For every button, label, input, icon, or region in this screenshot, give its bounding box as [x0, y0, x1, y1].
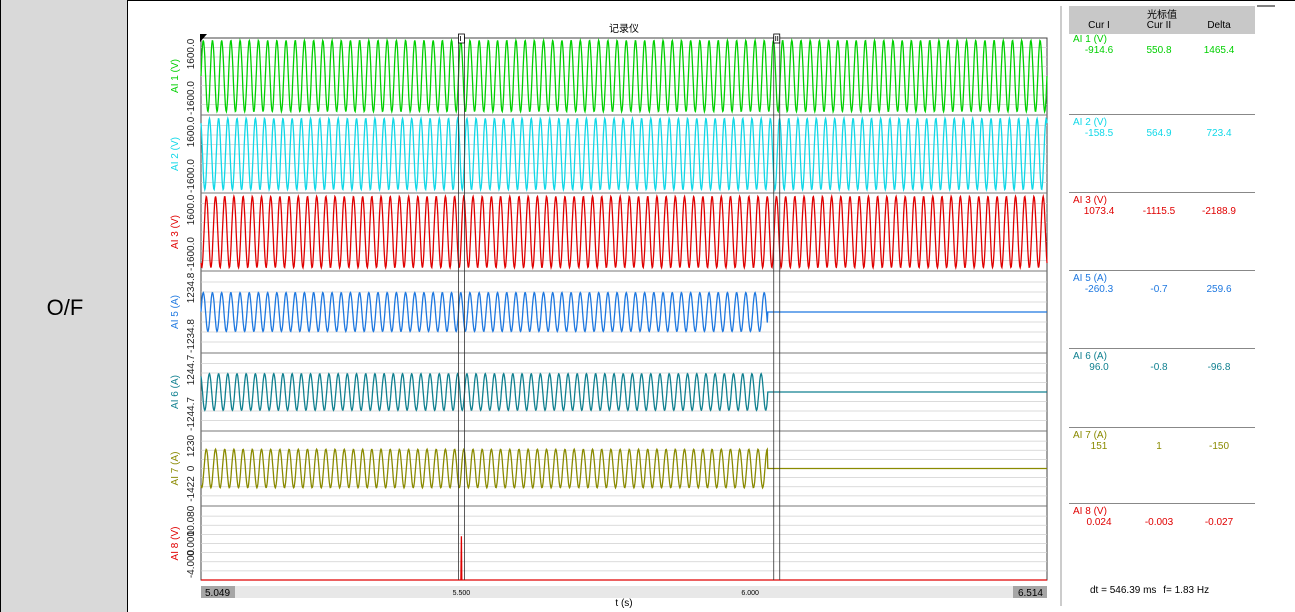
row-separator	[1069, 427, 1255, 428]
cursor-row-cur1: 1073.4	[1083, 206, 1115, 217]
series-label: AI 6 (A)	[170, 375, 181, 409]
top-border	[128, 0, 1295, 1]
y-tick-label: -1600.0	[186, 81, 197, 115]
y-tick-label: 1600.0	[186, 194, 197, 225]
y-tick-label: 0	[186, 465, 197, 471]
row-separator	[1069, 192, 1255, 193]
cursor-row-cur1: 151	[1090, 441, 1108, 452]
cursor-panel-header: 光标值 Cur I Cur II Delta	[1069, 6, 1255, 34]
row-separator	[1069, 348, 1255, 349]
cursor-row-name: AI 2 (V)	[1073, 117, 1107, 128]
series-label: AI 1 (V)	[170, 59, 181, 93]
y-tick-label: 1230	[186, 434, 197, 457]
cursor-row-name: AI 7 (A)	[1073, 430, 1107, 441]
cursor-2-handle[interactable]	[773, 33, 781, 44]
cursor-row-cur2: -0.003	[1144, 517, 1174, 528]
cursor-row-cur1: -914.6	[1084, 45, 1114, 56]
y-tick-label: -1600.0	[186, 159, 197, 193]
x-start-label: 5.049	[205, 588, 230, 599]
series-line	[200, 37, 1048, 115]
x-axis-label: t (s)	[615, 598, 632, 609]
cursor-row-delta: -150	[1208, 441, 1229, 452]
frequency-readout: f= 1.83 Hz	[1163, 585, 1210, 596]
cursor-row-cur1: -260.3	[1084, 284, 1114, 295]
y-tick-label: -4.000	[186, 549, 197, 578]
cursor-row-cur2: -0.7	[1150, 284, 1168, 295]
cursor-row-name: AI 3 (V)	[1073, 195, 1107, 206]
cursor-panel: 光标值 Cur I Cur II Delta AI 1 (V) -914.6 550…	[1069, 6, 1255, 606]
x-tick-label: 5.500	[453, 590, 471, 597]
side-label: O/F	[46, 295, 84, 320]
cursor-panel-title: 光标值	[1147, 10, 1177, 21]
y-tick-label: -1422	[186, 476, 197, 502]
cursor-row-cur2: 564.9	[1146, 128, 1172, 139]
cursor-row-name: AI 1 (V)	[1073, 34, 1107, 45]
series-line	[200, 291, 1047, 333]
y-tick-label: -1244.7	[186, 397, 197, 431]
cursor-row-cur2: -1115.5	[1142, 206, 1176, 217]
start-marker-icon	[200, 34, 207, 42]
cursor-row-cur1: -158.5	[1084, 128, 1114, 139]
series-line	[200, 115, 1048, 193]
cursor-row-delta: -0.027	[1204, 517, 1234, 528]
dt-readout: dt = 546.39 ms	[1090, 585, 1157, 596]
series-label: AI 2 (V)	[170, 137, 181, 171]
left-label-cell: O/F	[0, 0, 128, 612]
column-cur2: Cur II	[1146, 20, 1172, 31]
y-tick-label: 1244.7	[186, 354, 197, 385]
x-axis-bar	[201, 586, 1047, 598]
row-separator	[1069, 270, 1255, 271]
row-separator	[1069, 503, 1255, 504]
series-label: AI 8 (V)	[170, 527, 181, 561]
y-tick-label: 0.000	[186, 531, 197, 556]
x-end-label: 6.514	[1018, 588, 1043, 599]
series-line	[201, 536, 1047, 581]
chart-title: 记录仪	[609, 23, 639, 35]
cursor-row-cur2: -0.8	[1150, 362, 1168, 373]
cursor-row-name: AI 5 (A)	[1073, 273, 1107, 284]
series-label: AI 7 (A)	[170, 452, 181, 486]
cursor-row-delta: 1465.4	[1203, 45, 1235, 56]
column-delta: Delta	[1207, 20, 1231, 31]
row-separator	[1069, 114, 1255, 115]
y-tick-label: 10.080	[186, 505, 197, 536]
y-tick-label: 1600.0	[186, 38, 197, 69]
cursor-footer: dt = 546.39 ms f= 1.83 Hz	[1090, 585, 1213, 596]
y-tick-label: 1234.8	[186, 272, 197, 303]
x-end-box	[1013, 586, 1047, 598]
cursor-row-delta: 723.4	[1206, 128, 1232, 139]
series-line	[200, 372, 1047, 412]
cursor-1-handle[interactable]	[458, 33, 465, 44]
cursor-row-name: AI 6 (A)	[1073, 351, 1107, 362]
cursor-row-delta: -96.8	[1207, 362, 1231, 373]
column-cur1: Cur I	[1088, 20, 1110, 31]
x-start-box	[201, 586, 235, 598]
cursor-row-name: AI 8 (V)	[1073, 506, 1107, 517]
x-tick-label: 6.000	[741, 590, 759, 597]
series-label: AI 3 (V)	[170, 215, 181, 249]
series-line	[200, 447, 1047, 490]
cursor-row-delta: 259.6	[1206, 284, 1232, 295]
cursor-row-cur2: 1	[1156, 441, 1162, 452]
cursor-row-cur1: 96.0	[1089, 362, 1109, 373]
y-tick-label: -1600.0	[186, 237, 197, 271]
series-label: AI 5 (A)	[170, 295, 181, 329]
y-tick-label: -1234.8	[186, 319, 197, 353]
y-tick-label: 1600.0	[186, 116, 197, 147]
cursor-row-delta: -2188.9	[1202, 206, 1236, 217]
cursor-row-cur1: 0.024	[1086, 517, 1112, 528]
cursor-row-cur2: 550.8	[1146, 45, 1172, 56]
series-line	[200, 193, 1048, 271]
